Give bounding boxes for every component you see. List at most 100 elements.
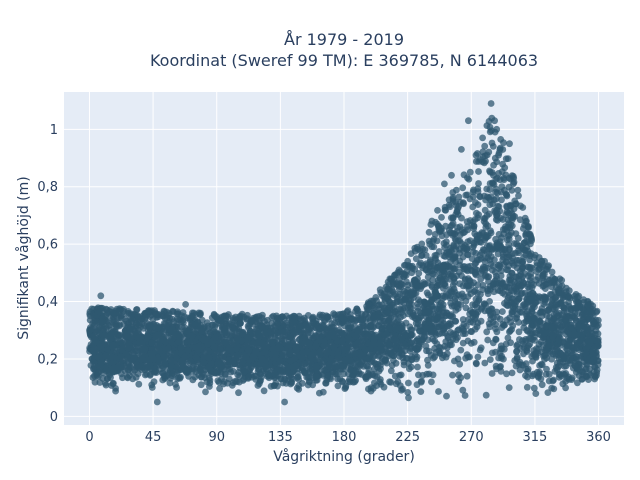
data-point xyxy=(354,358,362,365)
data-point xyxy=(278,335,286,343)
data-point xyxy=(225,311,232,318)
data-point xyxy=(134,313,142,320)
data-point xyxy=(134,370,142,378)
data-point xyxy=(545,370,553,378)
data-point xyxy=(295,382,303,389)
data-point xyxy=(452,237,460,244)
chart-title-line1: År 1979 - 2019 xyxy=(284,30,404,49)
data-point xyxy=(109,380,117,387)
data-point xyxy=(466,168,474,176)
data-point xyxy=(530,384,538,392)
data-point xyxy=(290,355,298,363)
data-point xyxy=(464,293,472,300)
data-point xyxy=(464,275,472,282)
data-point xyxy=(440,351,448,359)
data-point xyxy=(552,294,560,302)
data-point xyxy=(451,265,459,273)
data-point xyxy=(249,340,257,347)
data-point xyxy=(466,310,473,318)
data-point xyxy=(532,349,540,356)
data-point xyxy=(365,366,373,373)
data-point xyxy=(496,176,504,184)
data-point xyxy=(352,340,360,348)
data-point xyxy=(557,326,565,334)
data-point xyxy=(401,341,409,349)
data-point xyxy=(566,356,574,364)
data-point xyxy=(407,339,415,347)
data-point xyxy=(413,353,421,361)
data-point xyxy=(119,374,126,382)
data-point xyxy=(469,203,477,211)
data-point xyxy=(459,339,467,347)
data-point xyxy=(425,228,433,236)
data-point xyxy=(387,367,395,375)
data-point xyxy=(446,265,454,272)
data-point xyxy=(404,389,412,396)
data-point xyxy=(396,291,404,298)
data-point xyxy=(304,374,312,381)
data-point xyxy=(467,318,474,326)
data-point xyxy=(245,346,253,354)
data-point xyxy=(461,265,469,273)
data-point xyxy=(368,357,376,365)
data-point xyxy=(127,324,135,331)
data-point xyxy=(205,347,212,355)
data-point xyxy=(500,322,508,329)
data-point xyxy=(402,319,410,327)
data-point xyxy=(487,260,495,268)
data-point xyxy=(452,307,460,314)
data-point xyxy=(444,320,452,328)
data-point xyxy=(505,289,512,296)
data-point xyxy=(430,262,438,270)
data-point xyxy=(528,264,536,272)
data-point xyxy=(149,316,157,323)
data-point xyxy=(197,381,205,389)
data-point xyxy=(297,317,304,324)
data-point xyxy=(555,355,563,362)
data-point xyxy=(594,316,602,324)
data-point xyxy=(100,369,107,377)
data-point xyxy=(413,337,421,344)
data-point xyxy=(537,327,545,335)
data-point xyxy=(546,313,553,321)
data-point xyxy=(211,348,219,356)
data-point xyxy=(516,366,524,374)
data-point xyxy=(381,356,389,364)
data-point xyxy=(440,276,447,284)
data-point xyxy=(153,369,160,376)
data-point xyxy=(188,320,196,328)
data-point xyxy=(255,380,263,388)
data-point xyxy=(175,374,182,382)
data-point xyxy=(144,307,152,315)
data-point xyxy=(559,380,567,388)
data-point xyxy=(503,316,511,324)
data-point xyxy=(386,325,394,333)
data-point xyxy=(162,360,169,368)
data-point xyxy=(388,286,396,294)
data-point xyxy=(447,270,455,278)
data-point xyxy=(213,370,221,377)
data-point xyxy=(335,326,343,334)
data-point xyxy=(252,348,260,356)
data-point xyxy=(88,333,95,341)
data-point xyxy=(473,238,480,246)
data-point xyxy=(233,378,241,386)
data-point xyxy=(489,339,497,347)
data-point xyxy=(475,168,482,175)
data-point xyxy=(422,342,430,350)
data-point xyxy=(237,319,245,327)
data-point xyxy=(490,288,498,296)
data-point xyxy=(173,369,181,376)
data-point xyxy=(482,391,490,399)
data-point xyxy=(225,346,233,354)
data-point xyxy=(245,324,253,332)
data-point xyxy=(443,392,450,400)
data-point xyxy=(448,313,455,320)
data-point xyxy=(105,370,113,377)
data-point xyxy=(515,192,522,200)
data-point xyxy=(481,142,489,150)
data-point xyxy=(424,356,431,364)
data-point xyxy=(494,202,502,210)
data-point xyxy=(305,334,313,342)
data-point xyxy=(481,264,489,271)
